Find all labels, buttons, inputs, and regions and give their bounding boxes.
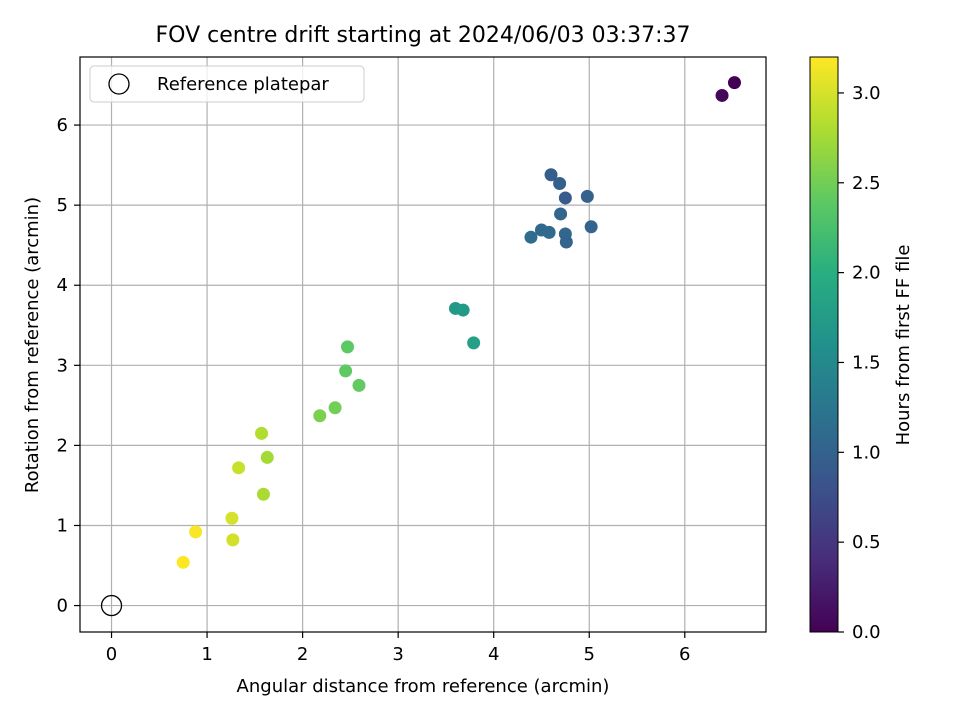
data-point	[553, 177, 567, 191]
colorbar-tick-label: 0.0	[852, 622, 881, 643]
reference-platepar-marker	[100, 594, 123, 617]
legend-box	[89, 65, 365, 103]
chart-title: FOV centre drift starting at 2024/06/03 …	[156, 23, 691, 48]
y-tick-label: 2	[57, 435, 68, 456]
data-point	[313, 409, 327, 423]
y-tick-label: 0	[57, 596, 68, 617]
y-axis-ticks: 0 1 2 3 4 5 6	[57, 115, 80, 617]
data-point	[467, 336, 481, 350]
data-point	[584, 220, 598, 234]
data-point	[341, 340, 355, 354]
data-point	[225, 511, 239, 525]
data-point	[727, 76, 741, 90]
x-tick-label: 6	[679, 644, 690, 665]
y-tick-label: 5	[57, 195, 68, 216]
y-axis-label: Rotation from reference (arcmin)	[22, 197, 43, 493]
grid	[80, 57, 766, 632]
colorbar-ticks: 0.0 0.5 1.0 1.5 2.0 2.5 3.0	[838, 83, 881, 643]
data-point	[524, 230, 538, 244]
data-points	[100, 76, 741, 617]
x-tick-label: 5	[584, 644, 595, 665]
x-axis-label: Angular distance from reference (arcmin)	[237, 676, 610, 697]
legend: Reference platepar	[89, 65, 365, 103]
x-tick-label: 3	[392, 644, 403, 665]
data-point	[456, 303, 470, 317]
data-point	[559, 235, 573, 249]
x-tick-label: 1	[201, 644, 212, 665]
x-axis-ticks: 0 1 2 3 4 5 6	[106, 632, 691, 665]
plot-area-frame	[79, 56, 767, 633]
colorbar-tick-label: 2.0	[852, 263, 881, 284]
data-point	[542, 225, 556, 239]
colorbar-tick-label: 1.5	[852, 352, 881, 373]
colorbar-tick-label: 2.5	[852, 173, 881, 194]
data-point	[558, 191, 572, 205]
data-point	[715, 88, 729, 102]
colorbar-tick-label: 3.0	[852, 83, 881, 104]
y-tick-label: 6	[57, 115, 68, 136]
data-point	[176, 555, 190, 569]
data-point	[339, 364, 353, 378]
data-point	[260, 450, 274, 464]
colorbar: 0.0 0.5 1.0 1.5 2.0 2.5 3.0 Hours from first F…	[809, 56, 914, 643]
data-point	[328, 401, 342, 415]
data-point	[544, 168, 558, 182]
data-point	[580, 189, 594, 203]
x-tick-label: 2	[297, 644, 308, 665]
y-tick-label: 1	[57, 515, 68, 536]
y-tick-label: 4	[57, 275, 68, 296]
colorbar-label: Hours from first FF file	[893, 245, 914, 446]
data-point	[352, 378, 366, 392]
data-point	[256, 487, 270, 501]
colorbar-gradient	[809, 56, 839, 633]
colorbar-tick-label: 1.0	[852, 442, 881, 463]
data-point	[554, 207, 568, 221]
legend-marker-reference	[108, 73, 130, 95]
colorbar-tick-label: 0.5	[852, 532, 881, 553]
data-point	[255, 426, 269, 440]
x-tick-label: 0	[106, 644, 117, 665]
x-tick-label: 4	[488, 644, 499, 665]
legend-label-reference: Reference platepar	[157, 74, 329, 95]
data-point	[226, 533, 240, 547]
y-tick-label: 3	[57, 355, 68, 376]
data-point	[232, 461, 246, 475]
data-point	[189, 525, 203, 539]
